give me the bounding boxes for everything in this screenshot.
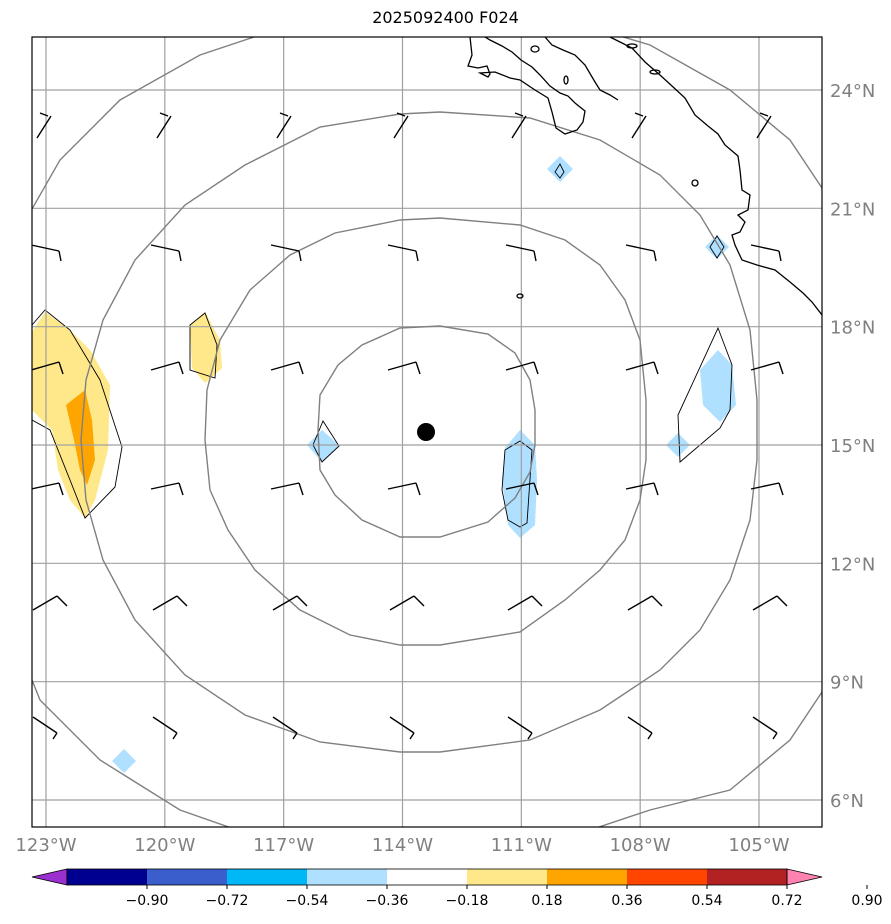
wind-barb bbox=[32, 244, 62, 262]
wind-barb bbox=[505, 244, 537, 262]
colorbar-tick-label: −0.36 bbox=[366, 893, 409, 909]
wind-barb bbox=[752, 595, 788, 611]
wind-barb bbox=[150, 482, 184, 496]
lon-tick-label: 114°W bbox=[372, 835, 433, 856]
lat-tick-label: 21°N bbox=[830, 199, 875, 220]
coastline bbox=[467, 37, 822, 316]
storm-center-marker bbox=[417, 423, 435, 441]
chart-title: 2025092400 F024 bbox=[372, 8, 519, 27]
wind-barb bbox=[511, 112, 527, 139]
lat-tick-label: 18°N bbox=[830, 318, 875, 339]
wind-barb bbox=[389, 595, 425, 611]
range-ring-3 bbox=[80, 111, 758, 753]
range-ring-4 bbox=[32, 37, 822, 827]
colorbar-segment bbox=[227, 869, 308, 885]
wind-barb bbox=[627, 716, 653, 740]
wind-barb bbox=[276, 112, 292, 139]
wind-barb bbox=[32, 482, 64, 496]
colorbar-segment bbox=[627, 869, 708, 885]
wind-barb bbox=[32, 595, 68, 611]
wind-barb bbox=[152, 716, 178, 740]
wind-barb bbox=[387, 361, 421, 375]
colorbar-tick-label: 0.18 bbox=[531, 893, 562, 909]
range-ring-2 bbox=[204, 217, 647, 646]
lat-tick-label: 15°N bbox=[830, 436, 875, 457]
lon-tick-label: 120°W bbox=[134, 835, 195, 856]
wind-barb bbox=[272, 716, 298, 740]
colorbar-tick-label: 0.36 bbox=[611, 893, 642, 909]
wind-barb bbox=[36, 112, 52, 139]
colorbar-segment bbox=[67, 869, 148, 885]
baja-coast bbox=[467, 37, 586, 135]
wind-barb bbox=[507, 716, 533, 740]
map-frame bbox=[31, 36, 823, 828]
colorbar-segment bbox=[147, 869, 228, 885]
wind-barb bbox=[393, 112, 409, 139]
colorbar-segment bbox=[707, 869, 788, 885]
colorbar-segment bbox=[387, 869, 468, 885]
lat-tick-label: 24°N bbox=[830, 81, 875, 102]
wind-barb bbox=[625, 482, 659, 496]
colorbar-tick-label: −0.54 bbox=[286, 893, 329, 909]
wind-barb bbox=[150, 361, 184, 375]
wind-barb bbox=[631, 112, 647, 139]
latitude-labels: 24°N 21°N 18°N 15°N 12°N 9°N 6°N bbox=[830, 81, 875, 812]
wind-barb bbox=[272, 595, 308, 611]
colorbar-extend-left bbox=[31, 868, 68, 886]
wind-barb bbox=[750, 244, 782, 262]
wind-barb bbox=[750, 482, 784, 496]
colorbar-frame bbox=[66, 868, 788, 886]
wind-barb bbox=[387, 244, 419, 262]
lon-tick-label: 111°W bbox=[491, 835, 552, 856]
wind-barb bbox=[152, 595, 188, 611]
lon-tick-label: 105°W bbox=[728, 835, 789, 856]
lon-tick-label: 123°W bbox=[15, 835, 76, 856]
wind-barb bbox=[627, 595, 663, 611]
wind-barb bbox=[156, 112, 172, 139]
wind-barb bbox=[752, 716, 778, 740]
colorbar-extend-right bbox=[786, 868, 823, 886]
colorbar-tick-label: −0.72 bbox=[206, 893, 249, 909]
wind-barb bbox=[270, 361, 304, 375]
wind-barb bbox=[150, 244, 182, 262]
wind-barb bbox=[625, 244, 657, 262]
lat-tick-label: 9°N bbox=[830, 673, 864, 694]
wind-barb bbox=[505, 361, 539, 375]
wind-barb bbox=[750, 361, 784, 375]
wind-barb bbox=[625, 361, 659, 375]
colorbar-segment bbox=[467, 869, 548, 885]
colorbar-segment bbox=[547, 869, 628, 885]
colorbar-tick-label: −0.90 bbox=[126, 893, 169, 909]
colorbar-tick-label: 0.90 bbox=[851, 893, 882, 909]
colorbar-tick-label: 0.54 bbox=[691, 893, 722, 909]
wind-barb bbox=[507, 595, 543, 611]
wind-barb bbox=[505, 482, 539, 496]
colorbar-tick-label: −0.18 bbox=[446, 893, 489, 909]
mainland-coast bbox=[609, 37, 822, 316]
wind-barb bbox=[756, 112, 772, 139]
lon-tick-label: 108°W bbox=[610, 835, 671, 856]
lat-tick-label: 12°N bbox=[830, 554, 875, 575]
baja-gulf-coast bbox=[544, 37, 619, 101]
wind-barb bbox=[389, 716, 415, 740]
wind-barb bbox=[387, 482, 421, 496]
colorbar: −0.90 −0.72 −0.54 −0.36 −0.18 0.18 0.36 0.54 0.7… bbox=[31, 868, 883, 909]
longitude-labels: 123°W 120°W 117°W 114°W 111°W 108°W 105°W bbox=[15, 835, 789, 856]
wind-barbs bbox=[32, 112, 788, 740]
colorbar-segment bbox=[307, 869, 388, 885]
wind-barb bbox=[32, 361, 64, 375]
range-rings bbox=[32, 37, 822, 827]
colorbar-tick-label: 0.72 bbox=[771, 893, 802, 909]
wind-barb bbox=[32, 716, 58, 740]
lon-tick-label: 117°W bbox=[253, 835, 314, 856]
range-ring-inner bbox=[317, 325, 536, 538]
lat-tick-label: 6°N bbox=[830, 791, 864, 812]
wind-barb bbox=[270, 482, 304, 496]
wind-barb bbox=[270, 244, 302, 262]
